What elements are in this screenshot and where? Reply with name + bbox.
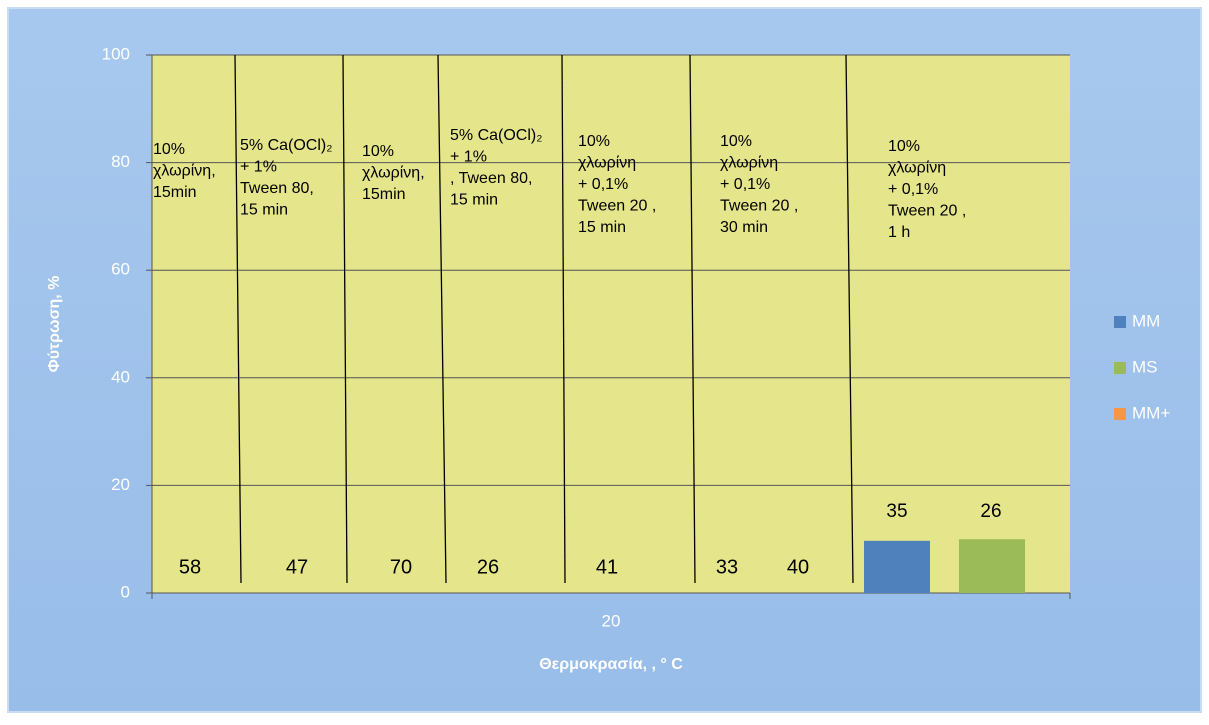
y-tick-label: 80	[111, 152, 130, 171]
bottom-number: 70	[390, 556, 412, 578]
treatment-label: 30 min	[720, 219, 768, 236]
bottom-number: 40	[787, 556, 809, 578]
separator	[342, 54, 348, 584]
legend-swatch	[1114, 316, 1126, 328]
treatment-label: + 0,1%	[578, 176, 628, 193]
treatment-label: χλωρίνη	[578, 155, 636, 172]
treatment-label: 10%	[153, 141, 185, 158]
bottom-number: 33	[716, 556, 738, 578]
treatment-label: 10%	[888, 138, 920, 155]
treatment-label: 15 min	[450, 192, 498, 209]
treatment-label: 10%	[362, 143, 394, 160]
y-tick-label: 20	[111, 475, 130, 494]
bottom-number: 58	[179, 556, 201, 578]
separator	[845, 54, 854, 584]
treatment-label: + 0,1%	[888, 181, 938, 198]
legend-swatch	[1114, 408, 1126, 420]
y-tick-label: 0	[121, 582, 130, 601]
bottom-number: 41	[596, 556, 618, 578]
treatment-label: χλωρίνη	[720, 155, 778, 172]
separator	[689, 54, 696, 584]
treatment-label: 15min	[362, 186, 406, 203]
y-tick-label: 100	[102, 44, 130, 63]
bar-number: 26	[980, 501, 1001, 522]
x-tick-label: 20	[602, 611, 621, 630]
separator	[234, 54, 242, 584]
treatment-label: Tween 20 ,	[888, 203, 966, 220]
legend-label: MS	[1132, 357, 1158, 376]
legend-swatch	[1114, 362, 1126, 374]
separator	[437, 54, 447, 584]
treatment-label: χλωρίνη,	[153, 163, 216, 180]
y-tick-label: 40	[111, 367, 130, 386]
treatment-label: Tween 80,	[240, 180, 314, 197]
legend-label: MM+	[1132, 403, 1170, 422]
bar-number: 35	[886, 501, 907, 522]
y-tick-label: 60	[111, 260, 130, 279]
bottom-number: 26	[477, 556, 499, 578]
treatment-label: 10%	[720, 133, 752, 150]
bar	[864, 540, 930, 593]
treatment-label: + 1%	[240, 159, 277, 176]
treatment-label: + 1%	[450, 149, 487, 166]
plot-area	[152, 55, 1070, 593]
y-axis-label: Φύτρωση, %	[46, 276, 63, 373]
legend-label: MM	[1132, 311, 1160, 330]
treatment-label: 5% Ca(OCl)₂	[450, 127, 542, 144]
treatment-label: 15min	[153, 184, 197, 201]
treatment-label: Tween 20 ,	[720, 198, 798, 215]
bottom-number: 47	[286, 556, 308, 578]
treatment-label: 10%	[578, 133, 610, 150]
bar	[959, 539, 1025, 593]
treatment-label: 15 min	[240, 202, 288, 219]
treatment-label: , Tween 80,	[450, 170, 532, 187]
treatment-label: Tween 20 ,	[578, 198, 656, 215]
treatment-label: χλωρίνη,	[362, 165, 425, 182]
treatment-label: 1 h	[888, 224, 910, 241]
treatment-label: 15 min	[578, 219, 626, 236]
treatment-label: 5% Ca(OCl)₂	[240, 137, 332, 154]
treatment-label: χλωρίνη	[888, 160, 946, 177]
treatment-label: + 0,1%	[720, 176, 770, 193]
x-axis-label: Θερμοκρασία, , ° C	[539, 656, 683, 673]
separator	[561, 54, 566, 584]
